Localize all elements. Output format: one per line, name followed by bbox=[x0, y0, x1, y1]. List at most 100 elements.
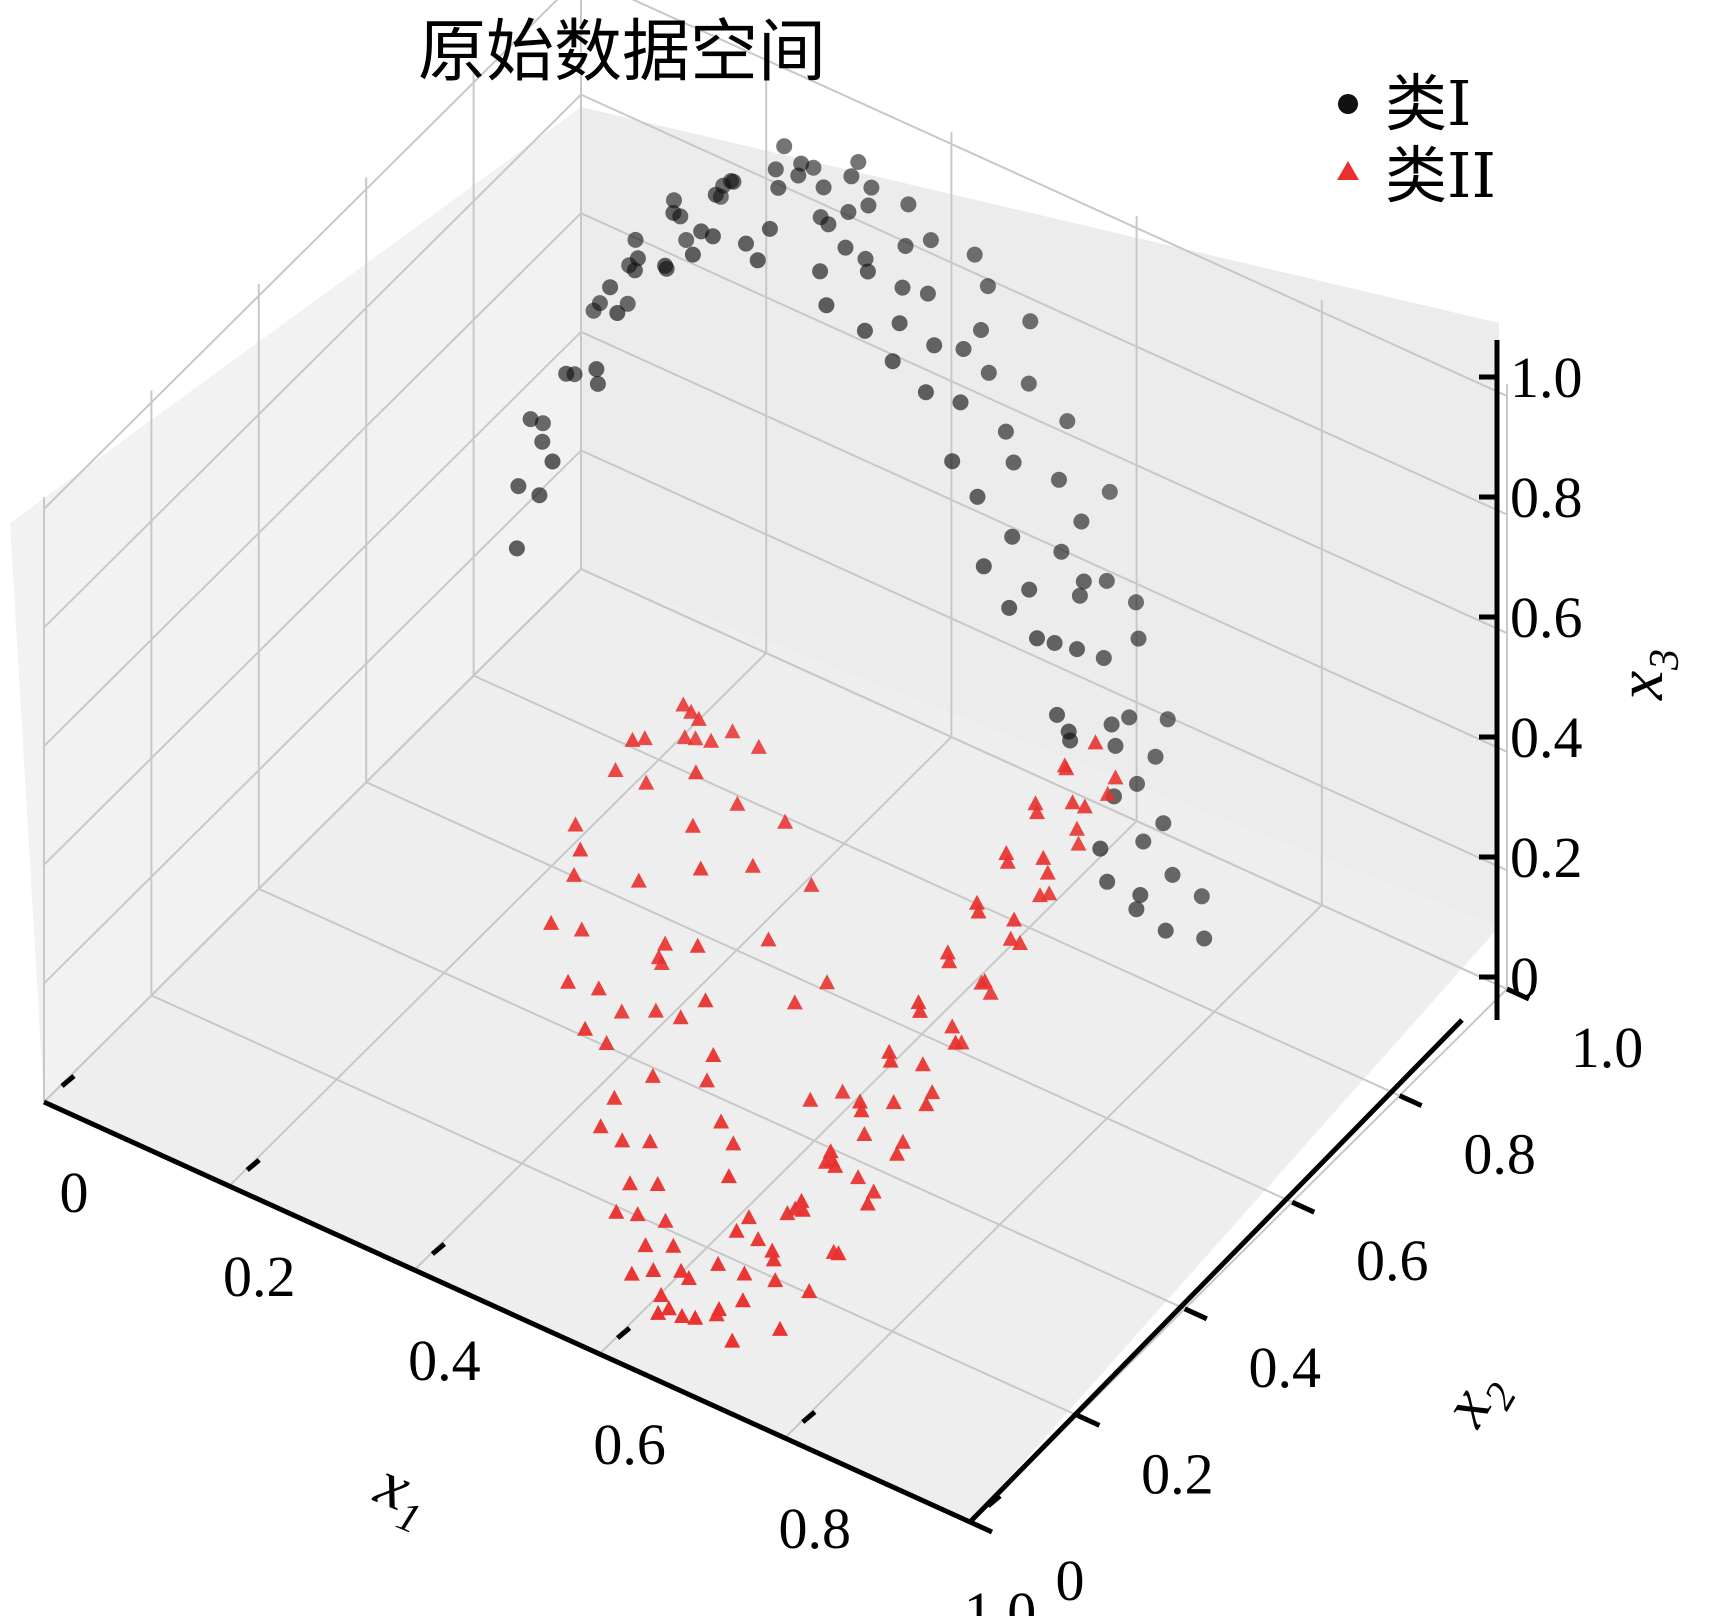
point-class2 bbox=[744, 857, 761, 873]
point-class2 bbox=[647, 1002, 664, 1018]
point-class1 bbox=[761, 220, 778, 237]
x-tick-label: 1.0 bbox=[964, 1580, 1037, 1616]
x-tick bbox=[615, 1326, 632, 1340]
point-class2 bbox=[687, 764, 704, 780]
point-class2 bbox=[729, 795, 746, 811]
point-class2 bbox=[740, 1209, 757, 1225]
point-class2 bbox=[976, 973, 993, 988]
point-class1 bbox=[1159, 711, 1176, 728]
point-class2 bbox=[1070, 835, 1087, 851]
grid-line bbox=[413, 736, 953, 1271]
point-class1 bbox=[979, 278, 996, 295]
x-tick-label: 0.8 bbox=[779, 1496, 852, 1561]
point-class1 bbox=[1128, 594, 1144, 611]
point-class1 bbox=[1062, 732, 1079, 749]
point-class1 bbox=[678, 232, 695, 248]
point-class1 bbox=[790, 167, 807, 184]
point-class2 bbox=[969, 894, 985, 910]
y-axis-line bbox=[968, 1018, 1464, 1524]
point-class2 bbox=[999, 853, 1016, 869]
point-class2 bbox=[859, 1195, 876, 1211]
point-class2 bbox=[660, 1300, 677, 1316]
point-class1 bbox=[975, 558, 992, 575]
point-class1 bbox=[1020, 375, 1037, 392]
point-class1 bbox=[840, 204, 857, 220]
point-class2 bbox=[676, 729, 693, 745]
point-class2 bbox=[699, 1072, 715, 1088]
point-class2 bbox=[850, 1169, 867, 1185]
point-class1 bbox=[1121, 709, 1138, 726]
point-class2 bbox=[674, 1308, 690, 1323]
point-class2 bbox=[819, 974, 835, 990]
point-class1 bbox=[1071, 587, 1088, 604]
x-axis-label: x 1 bbox=[365, 1446, 426, 1543]
point-class1 bbox=[1069, 641, 1085, 658]
point-class2 bbox=[675, 696, 692, 712]
point-class1 bbox=[544, 453, 561, 470]
point-class2 bbox=[592, 1118, 609, 1134]
point-class2 bbox=[657, 935, 674, 951]
x-tick bbox=[60, 1074, 76, 1088]
point-class2 bbox=[772, 1320, 788, 1336]
point-class1 bbox=[666, 192, 682, 209]
point-class1 bbox=[973, 322, 989, 338]
point-class1 bbox=[1098, 572, 1115, 589]
grid-line bbox=[580, 330, 1508, 753]
point-class2 bbox=[687, 1309, 704, 1325]
point-class2 bbox=[710, 1255, 727, 1271]
point-class1 bbox=[850, 154, 867, 170]
point-class2 bbox=[1039, 864, 1056, 880]
point-class1 bbox=[926, 337, 943, 354]
point-class2 bbox=[910, 994, 927, 1010]
grid-line bbox=[43, 568, 582, 1103]
point-class2 bbox=[637, 1237, 654, 1253]
point-class1 bbox=[629, 250, 646, 267]
point-class2 bbox=[697, 992, 714, 1008]
grid-line bbox=[580, 568, 1508, 990]
legend-marker-class1 bbox=[1338, 94, 1358, 114]
back-pane bbox=[581, 107, 1499, 927]
point-class1 bbox=[1004, 528, 1021, 545]
point-class2 bbox=[1076, 798, 1093, 814]
point-class2 bbox=[573, 921, 590, 937]
point-class1 bbox=[955, 341, 972, 357]
point-class2 bbox=[724, 723, 741, 739]
point-class2 bbox=[708, 1306, 725, 1322]
point-class1 bbox=[770, 179, 787, 196]
point-class2 bbox=[882, 1052, 899, 1068]
point-class1 bbox=[922, 232, 939, 249]
x-axis-line bbox=[42, 1099, 972, 1525]
point-class2 bbox=[1006, 911, 1023, 927]
point-class2 bbox=[687, 730, 704, 746]
point-class2 bbox=[914, 1056, 931, 1072]
point-class2 bbox=[613, 1003, 630, 1019]
point-class2 bbox=[941, 953, 958, 969]
y-tick-label: 0.2 bbox=[1141, 1441, 1214, 1506]
point-class2 bbox=[779, 1205, 796, 1221]
point-class1 bbox=[857, 250, 874, 267]
legend: 类I 类II bbox=[1337, 67, 1496, 212]
point-class2 bbox=[803, 876, 820, 892]
grid-line bbox=[598, 820, 1138, 1355]
point-class2 bbox=[689, 937, 706, 953]
point-class1 bbox=[510, 478, 527, 495]
point-class2 bbox=[894, 1133, 911, 1149]
point-class1 bbox=[917, 384, 934, 401]
point-class1 bbox=[1051, 471, 1067, 488]
point-class1 bbox=[805, 159, 822, 176]
point-class1 bbox=[776, 138, 793, 155]
legend-label-class1: 类I bbox=[1385, 67, 1472, 140]
point-class2 bbox=[970, 903, 987, 919]
point-class2 bbox=[998, 845, 1015, 860]
point-class2 bbox=[606, 1089, 623, 1105]
point-class1 bbox=[863, 179, 880, 196]
point-class1 bbox=[900, 196, 917, 213]
y-tick-label: 1.0 bbox=[1571, 1015, 1644, 1080]
point-class1 bbox=[1101, 483, 1118, 500]
legend-label-class2: 类II bbox=[1385, 139, 1496, 212]
point-class1 bbox=[1005, 454, 1022, 471]
point-class2 bbox=[793, 1192, 810, 1208]
point-class2 bbox=[560, 973, 577, 989]
floor-pane bbox=[44, 569, 1499, 1522]
